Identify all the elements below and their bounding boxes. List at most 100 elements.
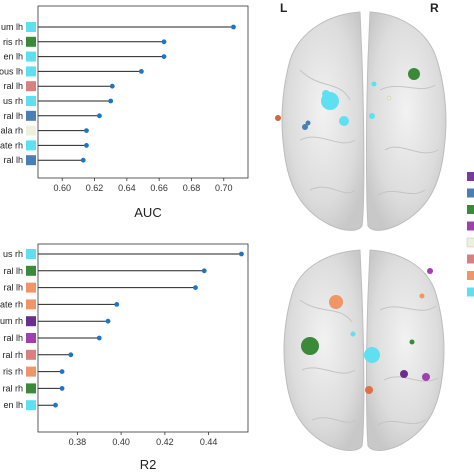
x-axis-title: R2 [140, 457, 157, 472]
legend-swatch [467, 172, 474, 181]
legend-swatch [466, 237, 474, 248]
node-green-large [301, 337, 319, 355]
node-cyan-large [364, 347, 380, 363]
node-purple [422, 373, 430, 381]
node-pink [275, 115, 281, 121]
category-swatch [26, 66, 36, 77]
lollipop-point [53, 402, 58, 408]
x-tick-label: 0.66 [150, 183, 168, 193]
y-tick-label: um rh [0, 316, 23, 326]
category-swatch [26, 51, 36, 62]
x-axis-title: AUC [134, 205, 161, 220]
lollipop-point [84, 143, 89, 148]
y-tick-label: ral rh [2, 350, 23, 360]
lollipop-point [96, 335, 102, 341]
x-tick-label: 0.60 [53, 183, 71, 193]
node-orange [365, 386, 373, 394]
brain-top-render [281, 11, 447, 231]
node-orange-small [419, 293, 425, 299]
x-tick-label: 0.68 [183, 183, 201, 193]
node-purple [400, 370, 408, 378]
x-tick-label: 0.42 [156, 437, 174, 447]
lollipop-point [138, 69, 144, 74]
node-cyan [322, 90, 330, 98]
x-tick-label: 0.38 [69, 437, 87, 447]
brain-top-right-hemisphere [366, 11, 447, 231]
lollipop-point [161, 39, 167, 45]
node-cyan-small [369, 113, 375, 119]
lollipop-point [109, 83, 115, 89]
category-swatch [26, 349, 36, 360]
node-green-small [409, 339, 415, 345]
lollipop-point [105, 318, 111, 324]
brain-bottom-right-hemisphere [366, 249, 445, 451]
y-tick-label: ral lh [3, 81, 23, 91]
category-swatch [26, 110, 36, 121]
y-tick-label: ala rh [0, 126, 23, 136]
brain-right-label: R [430, 1, 439, 15]
category-swatch [26, 22, 36, 32]
node-cyan [339, 116, 349, 126]
lollipop-point [239, 251, 244, 257]
x-tick-label: 0.44 [200, 437, 218, 447]
node-blue [305, 120, 311, 126]
y-tick-label: ral lh [3, 333, 23, 343]
category-swatch [26, 299, 36, 310]
brain-top-nodes [275, 68, 420, 130]
y-tick-label: um lh [1, 22, 23, 32]
node-cyan-small [350, 331, 356, 337]
node-blue [302, 124, 308, 130]
node-cyan-small [371, 81, 377, 87]
category-swatch [26, 265, 36, 276]
category-swatch [26, 366, 36, 377]
x-tick-label: 0.64 [118, 183, 136, 193]
brain-top-gyri [299, 69, 439, 196]
x-tick-label: 0.40 [112, 437, 130, 447]
legend-swatch [467, 271, 474, 280]
category-swatch [26, 140, 36, 151]
category-swatch [26, 125, 36, 136]
node-purple [427, 268, 433, 274]
y-tick-label: ate rh [0, 140, 23, 150]
lollipop-point [231, 24, 236, 30]
lollipop-point [59, 369, 65, 374]
node-orange [329, 295, 343, 309]
lollipop-point [80, 157, 86, 163]
y-tick-label: ral lh [3, 111, 23, 121]
lollipop-point [96, 113, 102, 119]
y-tick-label: en lh [3, 52, 23, 62]
brain-top-left-hemisphere [281, 11, 365, 231]
node-green [408, 68, 420, 80]
auc-lollipop-panel: um lh ris rh en lh ous lh ral lh us rh ral lh a… [0, 5, 249, 220]
category-swatch [26, 282, 36, 293]
y-tick-label: en lh [3, 400, 23, 410]
color-legend [466, 172, 474, 297]
legend-swatch [467, 188, 474, 198]
category-swatch [26, 249, 36, 259]
lollipop-point [201, 268, 207, 274]
legend-swatch [467, 287, 474, 297]
lollipop-point [68, 352, 74, 358]
y-tick-label: ral lh [3, 266, 23, 276]
category-swatch [26, 81, 36, 92]
plot-frame [37, 5, 249, 179]
category-swatch [26, 383, 36, 394]
brain-bottom-render [283, 249, 445, 451]
lollipop-point [193, 285, 198, 290]
category-swatch [26, 96, 36, 106]
y-tick-label: ral rh [2, 383, 23, 393]
x-tick-label: 0.62 [86, 183, 104, 193]
category-swatch [26, 316, 36, 327]
lollipop-point [59, 386, 65, 391]
y-tick-label: ate rh [0, 299, 23, 309]
node-cream [386, 95, 392, 101]
category-swatch [26, 155, 36, 166]
brain-bottom-gyri [299, 299, 439, 426]
brain-bottom-left-hemisphere [283, 249, 365, 451]
lollipop-point [84, 128, 89, 134]
category-swatch [26, 36, 36, 47]
category-swatch [26, 333, 36, 343]
lollipop-point [161, 54, 167, 59]
y-tick-label: ris rh [3, 367, 23, 377]
